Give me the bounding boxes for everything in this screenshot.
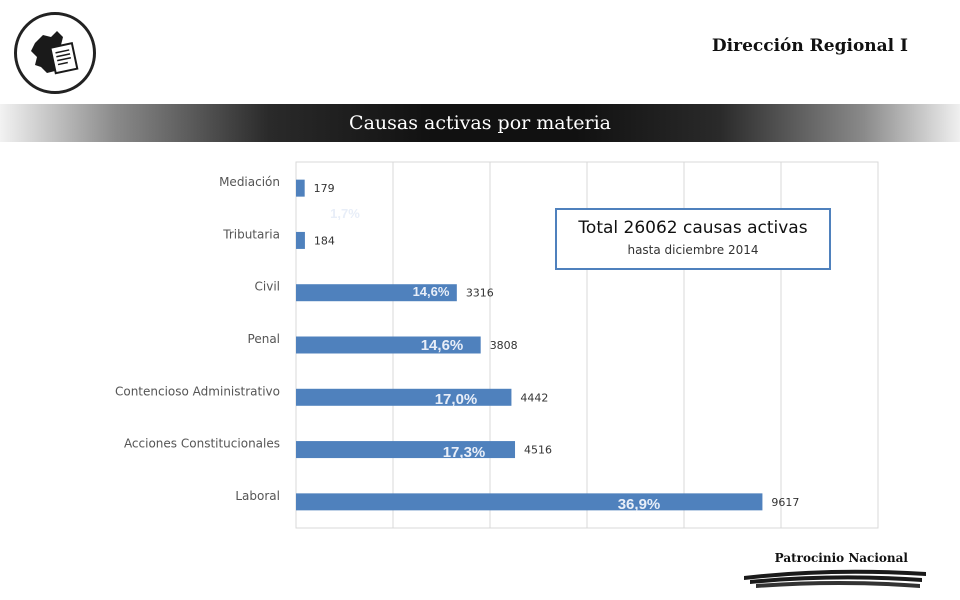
value-label: 4516: [524, 444, 552, 457]
region-title: Dirección Regional I: [711, 36, 908, 56]
map-document-icon: [31, 31, 79, 75]
percent-label: 17,3%: [443, 444, 486, 461]
value-label: 9617: [771, 496, 799, 509]
category-label: Laboral: [235, 489, 280, 503]
footer-label: Patrocinio Nacional: [774, 551, 908, 565]
callout-period: hasta diciembre 2014: [627, 243, 759, 257]
percent-label: 17,0%: [435, 391, 478, 408]
value-label: 184: [314, 234, 335, 247]
category-label: Acciones Constitucionales: [124, 437, 280, 451]
category-label: Civil: [255, 280, 280, 294]
value-label: 3316: [466, 287, 494, 300]
bar: [296, 231, 305, 249]
callout-total: Total 26062 causas activas: [578, 218, 808, 238]
percent-label: 36,9%: [618, 496, 661, 513]
value-label: 179: [314, 182, 335, 195]
title-banner: [0, 104, 960, 142]
category-label: Penal: [248, 332, 280, 346]
percent-label: 14,6%: [421, 337, 464, 354]
logo: [14, 12, 96, 94]
bar: [296, 284, 457, 302]
slide-title: Causas activas por materia: [349, 112, 611, 134]
value-label: 4442: [520, 391, 548, 404]
bar: [296, 441, 516, 459]
bar: [296, 336, 481, 354]
bar: [296, 388, 512, 406]
category-label: Tributaria: [222, 227, 280, 241]
percent-label: 14,6%: [413, 284, 450, 299]
bar: [296, 493, 763, 511]
total-callout: Total 26062 causas activas hasta diciemb…: [555, 208, 831, 270]
value-label: 3808: [490, 339, 518, 352]
category-label: Contencioso Administrativo: [115, 384, 280, 398]
book-decoration: [744, 569, 926, 588]
category-label: Mediación: [219, 175, 280, 189]
bar: [296, 179, 305, 197]
percent-label: 1,7%: [330, 206, 360, 221]
